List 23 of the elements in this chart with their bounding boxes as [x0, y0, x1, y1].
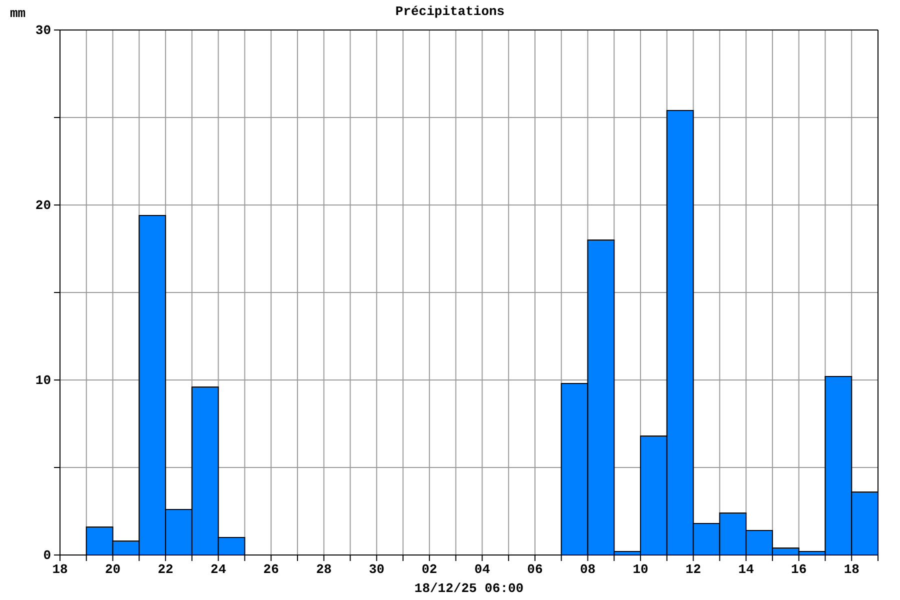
x-tick-label: 10	[632, 562, 649, 578]
x-tick-label: 28	[316, 562, 332, 578]
x-tick-label: 04	[474, 562, 490, 578]
y-tick-label: 10	[35, 373, 52, 388]
x-tick-label: 20	[104, 562, 121, 578]
y-axis-title: mm	[10, 6, 26, 21]
y-tick-label: 20	[35, 198, 52, 214]
x-tick-label: 12	[685, 562, 702, 578]
x-tick-label: 30	[368, 562, 385, 578]
x-tick-label: 26	[263, 562, 280, 578]
y-tick-label: 0	[43, 548, 52, 564]
chart-title: Précipitations	[395, 4, 505, 19]
x-tick-label: 18	[844, 562, 860, 578]
x-axis-title: 18/12/25 06:00	[414, 581, 524, 596]
y-tick-label: 30	[35, 23, 52, 38]
x-tick-label: 24	[210, 562, 226, 578]
x-tick-label: 08	[580, 562, 596, 578]
x-tick-label: 06	[527, 562, 543, 578]
x-tick-label: 16	[791, 562, 807, 578]
x-tick-label: 02	[422, 562, 438, 578]
x-tick-label: 18	[52, 562, 68, 578]
x-tick-label: 22	[158, 562, 174, 578]
x-tick-label: 14	[738, 562, 754, 578]
